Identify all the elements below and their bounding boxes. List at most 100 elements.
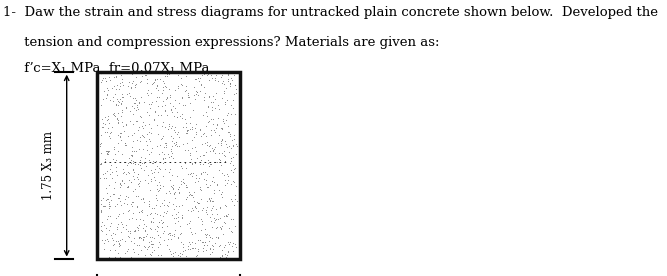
- Point: [231, 144, 242, 148]
- Point: [182, 129, 193, 134]
- Point: [166, 139, 177, 143]
- Point: [134, 184, 145, 188]
- Point: [191, 254, 202, 258]
- Point: [173, 215, 183, 220]
- Point: [163, 124, 174, 129]
- Point: [131, 193, 142, 198]
- Point: [99, 175, 109, 180]
- Point: [183, 93, 193, 97]
- Point: [185, 193, 196, 197]
- Point: [148, 117, 159, 121]
- Point: [187, 127, 197, 131]
- Point: [97, 124, 107, 129]
- Point: [175, 114, 185, 118]
- Point: [210, 225, 221, 230]
- Point: [216, 253, 227, 258]
- Point: [167, 172, 177, 177]
- Point: [160, 108, 171, 113]
- Point: [126, 148, 137, 153]
- Point: [225, 217, 236, 221]
- Point: [201, 210, 211, 214]
- Point: [219, 153, 230, 158]
- Point: [125, 109, 135, 113]
- Point: [193, 237, 203, 242]
- Point: [154, 183, 165, 187]
- Point: [217, 138, 227, 142]
- Point: [154, 166, 165, 170]
- Point: [221, 212, 231, 217]
- Point: [204, 143, 215, 148]
- Point: [228, 144, 239, 148]
- Point: [181, 125, 191, 129]
- Point: [214, 216, 225, 220]
- Point: [147, 99, 158, 104]
- Point: [107, 170, 117, 174]
- Point: [200, 110, 211, 114]
- Point: [230, 152, 241, 156]
- Point: [172, 115, 183, 119]
- Point: [190, 206, 201, 210]
- Point: [171, 173, 182, 178]
- Point: [203, 160, 214, 165]
- Point: [96, 161, 107, 166]
- Point: [149, 178, 160, 182]
- Point: [164, 122, 175, 126]
- Point: [135, 95, 146, 100]
- Point: [113, 244, 124, 248]
- Point: [204, 78, 215, 82]
- Point: [161, 203, 172, 207]
- Point: [121, 194, 131, 198]
- Point: [165, 231, 175, 235]
- Point: [135, 197, 146, 201]
- Point: [151, 84, 162, 89]
- Point: [143, 136, 154, 141]
- Point: [111, 97, 122, 101]
- Point: [192, 90, 203, 94]
- Point: [227, 199, 237, 203]
- Point: [209, 76, 220, 80]
- Point: [110, 152, 121, 156]
- Point: [195, 153, 205, 158]
- Point: [226, 75, 237, 80]
- Point: [209, 216, 219, 221]
- Point: [133, 100, 144, 104]
- Point: [183, 208, 193, 213]
- Point: [131, 148, 141, 153]
- Point: [151, 229, 162, 233]
- Point: [190, 176, 201, 181]
- Point: [201, 248, 212, 252]
- Point: [223, 71, 234, 76]
- Point: [176, 231, 187, 235]
- Point: [197, 153, 208, 157]
- Point: [213, 116, 223, 121]
- Point: [102, 91, 113, 96]
- Point: [198, 240, 209, 244]
- Point: [190, 145, 201, 150]
- Point: [209, 191, 220, 195]
- Point: [103, 114, 113, 119]
- Point: [196, 172, 207, 177]
- Point: [139, 222, 149, 226]
- Point: [151, 123, 162, 128]
- Point: [194, 88, 205, 93]
- Point: [175, 251, 185, 255]
- Point: [108, 186, 119, 191]
- Point: [192, 253, 203, 257]
- Point: [209, 97, 220, 101]
- Point: [194, 201, 205, 205]
- Point: [206, 196, 217, 200]
- Point: [145, 102, 156, 107]
- Point: [208, 100, 219, 104]
- Point: [226, 78, 237, 82]
- Point: [223, 110, 233, 115]
- Point: [145, 220, 156, 224]
- Point: [175, 182, 186, 186]
- Text: fʼc=X₁ MPa, fr=0.07X₁ MPa: fʼc=X₁ MPa, fr=0.07X₁ MPa: [3, 62, 210, 75]
- Point: [155, 185, 165, 190]
- Point: [135, 157, 145, 162]
- Point: [140, 156, 151, 160]
- Point: [227, 155, 238, 160]
- Point: [171, 115, 182, 119]
- Point: [220, 221, 231, 225]
- Point: [139, 253, 150, 257]
